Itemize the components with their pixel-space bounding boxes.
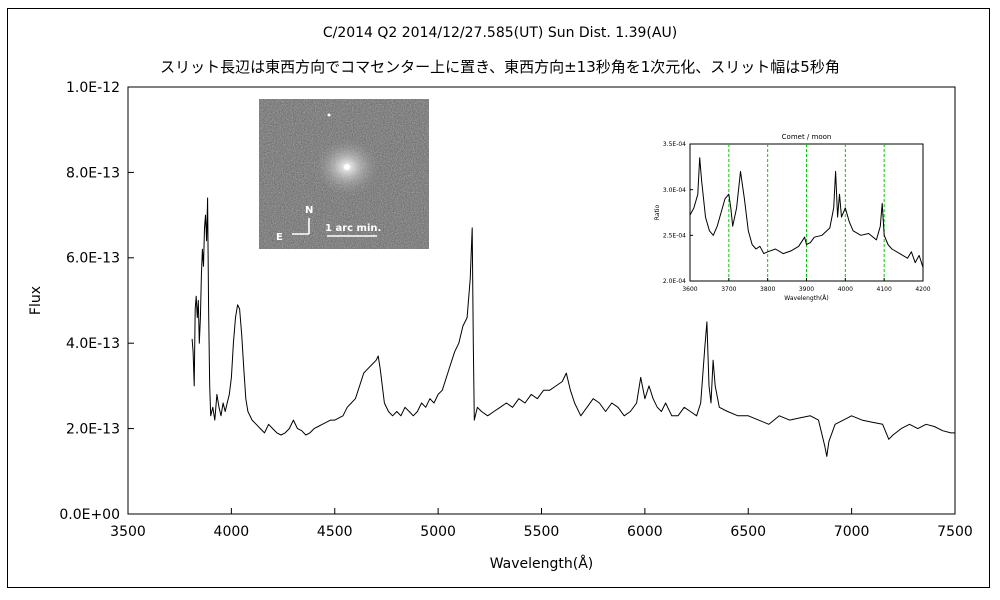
main-y-tick-label: 8.0E-13 (66, 165, 120, 181)
main-y-tick-label: 6.0E-13 (66, 251, 120, 267)
inset-series-line (689, 157, 924, 268)
figure-frame (7, 8, 990, 588)
inset-y-tick-label: 3.5E-04 (663, 141, 686, 148)
main-x-tick-label: 6500 (730, 524, 766, 540)
main-x-tick-label: 4000 (214, 524, 250, 540)
main-x-tick-label: 5000 (420, 524, 456, 540)
inset-y-tick-label: 2.0E-04 (663, 278, 686, 285)
star (327, 113, 331, 117)
inset-x-tick-label: 4200 (915, 286, 930, 293)
main-y-tick-label: 1.0E-12 (66, 80, 120, 96)
chart-title-line1: C/2014 Q2 2014/12/27.585(UT) Sun Dist. 1… (322, 25, 678, 41)
main-series-line (191, 197, 955, 457)
main-x-tick-label: 4500 (317, 524, 353, 540)
inset-y-axis-label: Ratio (654, 204, 661, 220)
main-x-tick-label: 6000 (627, 524, 663, 540)
main-y-tick-label: 2.0E-13 (66, 422, 120, 438)
inset-x-tick-label: 3800 (760, 286, 775, 293)
inset-x-axis-label: Wavelength(Å) (784, 295, 828, 302)
inset-y-tick-label: 3.0E-04 (663, 187, 686, 194)
inset-x-tick-label: 4000 (838, 286, 853, 293)
main-x-tick-label: 7500 (937, 524, 973, 540)
comet-image: N E 1 arc min. (259, 99, 429, 249)
compass-arrow (292, 218, 310, 235)
main-y-tick-label: 4.0E-13 (66, 336, 120, 352)
main-x-tick-label: 7000 (834, 524, 870, 540)
inset-y-tick-label: 2.5E-04 (663, 232, 686, 239)
chart-title-line2: スリット長辺は東西方向でコマセンター上に置き、東西方向±13秒角を1次元化、スリ… (160, 58, 840, 76)
scale-label: 1 arc min. (325, 223, 381, 234)
inset-x-tick-label: 3900 (799, 286, 814, 293)
inset-chart-title: Comet / moon (782, 133, 832, 141)
inset-x-tick-label: 3700 (721, 286, 736, 293)
comet-nucleus (344, 164, 350, 170)
inset-chart-panel: 3600 3700 3800 3900 4000 4100 4200 2.0E-04 2.5E-… (654, 133, 931, 302)
main-x-axis-label: Wavelength(Å) (490, 555, 594, 572)
main-x-tick-label: 3500 (110, 524, 146, 540)
inset-x-tick-label: 4100 (877, 286, 892, 293)
main-y-axis-label: Flux (28, 286, 44, 315)
inset-x-tick-label: 3600 (682, 286, 697, 293)
compass-n-label: N (305, 205, 313, 216)
main-y-tick-label: 0.0E+00 (59, 507, 120, 523)
main-x-tick-label: 5500 (524, 524, 560, 540)
compass-e-label: E (276, 232, 283, 243)
